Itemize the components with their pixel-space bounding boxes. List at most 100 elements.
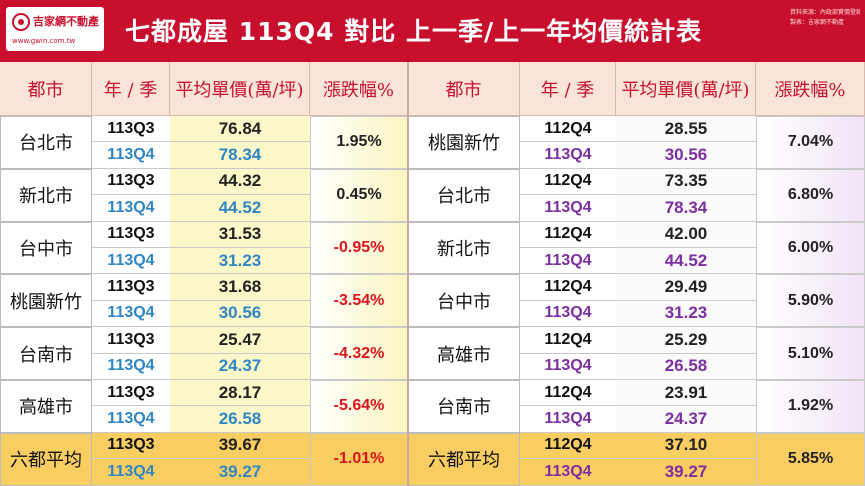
change-percent: -1.01% bbox=[310, 432, 408, 486]
column-header: 都市 bbox=[408, 62, 520, 116]
city-cell: 桃園新竹 bbox=[408, 116, 520, 169]
price-table: 吉家網不動產http://www.gwin.com.tw都市年 / 季平均單價(… bbox=[0, 62, 865, 486]
quarter-cell: 113Q4 bbox=[92, 142, 170, 169]
column-header: 漲跌幅% bbox=[756, 62, 865, 116]
quarter-cell: 113Q4 bbox=[520, 353, 616, 380]
price-cell: 78.34 bbox=[616, 195, 756, 222]
city-cell: 台中市 bbox=[408, 274, 520, 328]
city-cell: 桃園新竹 bbox=[0, 274, 92, 328]
source-notes: 資料來源：內政部實價登錄，吉家網 製表：吉家網不動產 bbox=[790, 8, 860, 28]
city-cell: 高雄市 bbox=[408, 327, 520, 380]
price-cell: 30.56 bbox=[170, 300, 310, 328]
table-divider bbox=[407, 62, 409, 486]
city-cell: 台南市 bbox=[0, 327, 92, 380]
price-cell: 39.67 bbox=[170, 432, 310, 460]
price-cell: 25.29 bbox=[616, 327, 756, 354]
quarter-cell: 112Q4 bbox=[520, 327, 616, 354]
source-note: 製表：吉家網不動產 bbox=[790, 19, 845, 26]
quarter-cell: 113Q4 bbox=[92, 195, 170, 222]
price-cell: 37.10 bbox=[616, 432, 756, 460]
column-header: 年 / 季 bbox=[520, 62, 616, 116]
price-cell: 31.68 bbox=[170, 274, 310, 301]
change-percent: -3.54% bbox=[310, 274, 408, 328]
quarter-cell: 113Q4 bbox=[520, 459, 616, 486]
quarter-cell: 112Q4 bbox=[520, 274, 616, 301]
logo-icon bbox=[12, 13, 30, 31]
column-header: 漲跌幅% bbox=[310, 62, 408, 116]
quarter-cell: 113Q3 bbox=[92, 432, 170, 460]
price-cell: 30.56 bbox=[616, 142, 756, 169]
price-cell: 78.34 bbox=[170, 142, 310, 169]
price-cell: 76.84 bbox=[170, 116, 310, 143]
quarter-cell: 112Q4 bbox=[520, 380, 616, 407]
quarter-cell: 112Q4 bbox=[520, 116, 616, 143]
quarter-cell: 113Q4 bbox=[520, 300, 616, 328]
change-percent: 7.04% bbox=[756, 116, 865, 169]
quarter-cell: 113Q4 bbox=[92, 406, 170, 433]
city-cell: 六都平均 bbox=[0, 432, 92, 486]
quarter-cell: 113Q4 bbox=[520, 406, 616, 433]
change-percent: 5.85% bbox=[756, 432, 865, 486]
price-cell: 29.49 bbox=[616, 274, 756, 301]
change-percent: -4.32% bbox=[310, 327, 408, 380]
city-cell: 台北市 bbox=[0, 116, 92, 169]
price-cell: 25.47 bbox=[170, 327, 310, 354]
change-percent: -5.64% bbox=[310, 380, 408, 433]
price-cell: 31.23 bbox=[616, 300, 756, 328]
city-cell: 六都平均 bbox=[408, 432, 520, 486]
brand-logo: 吉家網不動產 www.gwin.com.tw bbox=[6, 7, 104, 51]
quarter-cell: 113Q4 bbox=[92, 300, 170, 328]
title-bar: 吉家網不動產 www.gwin.com.tw 七都成屋 113Q4 對比 上一季… bbox=[0, 0, 865, 62]
quarter-cell: 113Q4 bbox=[520, 142, 616, 169]
quarter-cell: 113Q3 bbox=[92, 380, 170, 407]
quarter-cell: 113Q3 bbox=[92, 168, 170, 196]
column-header: 平均單價(萬/坪) bbox=[170, 62, 310, 116]
quarter-cell: 113Q4 bbox=[92, 459, 170, 486]
change-percent: 6.00% bbox=[756, 221, 865, 275]
price-cell: 39.27 bbox=[616, 459, 756, 486]
city-cell: 台南市 bbox=[408, 380, 520, 433]
price-cell: 28.55 bbox=[616, 116, 756, 143]
quarter-cell: 112Q4 bbox=[520, 432, 616, 460]
page-title: 七都成屋 113Q4 對比 上一季/上一年均價統計表 bbox=[125, 17, 703, 46]
quarter-cell: 113Q3 bbox=[92, 116, 170, 143]
change-percent: 6.80% bbox=[756, 168, 865, 222]
price-cell: 31.23 bbox=[170, 248, 310, 275]
city-cell: 高雄市 bbox=[0, 380, 92, 433]
price-cell: 24.37 bbox=[170, 353, 310, 380]
price-cell: 73.35 bbox=[616, 168, 756, 196]
change-percent: 1.92% bbox=[756, 380, 865, 433]
column-header: 年 / 季 bbox=[92, 62, 170, 116]
price-cell: 42.00 bbox=[616, 221, 756, 248]
quarter-cell: 112Q4 bbox=[520, 221, 616, 248]
logo-name: 吉家網不動產 bbox=[33, 15, 99, 28]
price-cell: 39.27 bbox=[170, 459, 310, 486]
change-percent: 0.45% bbox=[310, 168, 408, 222]
source-note: 資料來源：內政部實價登錄，吉家網 bbox=[790, 9, 860, 16]
quarter-cell: 112Q4 bbox=[520, 168, 616, 196]
price-cell: 44.32 bbox=[170, 168, 310, 196]
quarter-cell: 113Q4 bbox=[92, 353, 170, 380]
price-cell: 23.91 bbox=[616, 380, 756, 407]
change-percent: -0.95% bbox=[310, 221, 408, 275]
price-cell: 26.58 bbox=[170, 406, 310, 433]
quarter-cell: 113Q3 bbox=[92, 327, 170, 354]
logo-url: www.gwin.com.tw bbox=[12, 37, 76, 45]
price-cell: 44.52 bbox=[170, 195, 310, 222]
price-cell: 31.53 bbox=[170, 221, 310, 248]
change-percent: 5.90% bbox=[756, 274, 865, 328]
price-cell: 28.17 bbox=[170, 380, 310, 407]
price-cell: 44.52 bbox=[616, 248, 756, 275]
city-cell: 台中市 bbox=[0, 221, 92, 275]
change-percent: 1.95% bbox=[310, 116, 408, 169]
quarter-cell: 113Q3 bbox=[92, 274, 170, 301]
price-cell: 26.58 bbox=[616, 353, 756, 380]
column-header: 平均單價(萬/坪) bbox=[616, 62, 756, 116]
city-cell: 新北市 bbox=[0, 168, 92, 222]
column-header: 都市 bbox=[0, 62, 92, 116]
price-cell: 24.37 bbox=[616, 406, 756, 433]
city-cell: 新北市 bbox=[408, 221, 520, 275]
quarter-cell: 113Q4 bbox=[92, 248, 170, 275]
change-percent: 5.10% bbox=[756, 327, 865, 380]
quarter-cell: 113Q4 bbox=[520, 248, 616, 275]
